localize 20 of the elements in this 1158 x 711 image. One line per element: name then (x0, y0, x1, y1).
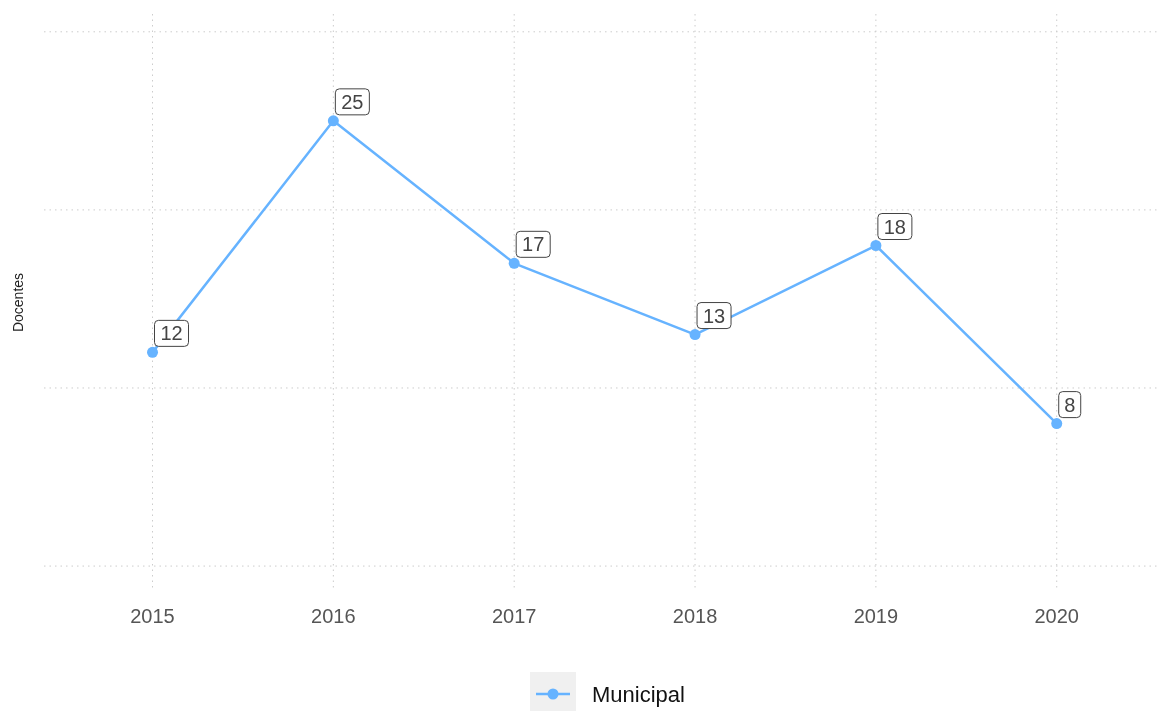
x-tick-label: 2016 (311, 605, 356, 627)
data-label: 18 (883, 215, 907, 238)
point (1051, 418, 1063, 430)
x-tick-label: 2020 (1034, 605, 1079, 627)
data-label: 12 (160, 322, 183, 345)
data-label: 13 (702, 304, 726, 327)
x-tick-label: 2019 (853, 605, 899, 627)
point (147, 346, 159, 358)
data-label: 8 (1064, 393, 1076, 416)
point (508, 257, 520, 269)
y-axis-title: Docentes (10, 272, 26, 333)
point (689, 329, 701, 341)
point (327, 115, 339, 127)
legend-label: Municipal (592, 682, 685, 707)
point (870, 240, 882, 252)
x-tick-label: 2017 (491, 605, 537, 627)
x-tick-label: 2015 (130, 605, 175, 627)
data-label: 25 (341, 90, 364, 113)
x-tick-label: 2018 (672, 605, 718, 627)
data-label: 17 (522, 233, 545, 256)
